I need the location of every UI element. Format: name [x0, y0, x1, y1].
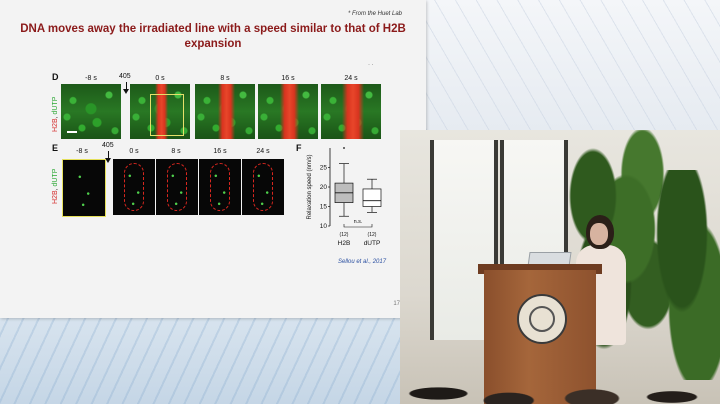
box-plot: 10 15 20 25 Relaxation speed (nm/s) H2B (12) dU… [300, 144, 400, 254]
panel-d-image-4 [258, 84, 318, 139]
background-pattern-right [426, 0, 720, 130]
panel-d-image-2 [130, 84, 190, 139]
slide-title: DNA moves away the irradiated line with … [20, 23, 406, 50]
speaker-video [400, 130, 720, 404]
panel-e-time-5: 24 s [256, 148, 270, 155]
panel-e-image-1 [62, 159, 106, 217]
panel-e-image-4 [199, 159, 241, 215]
panel-e-image-5 [242, 159, 284, 215]
page-number: 17 [393, 301, 400, 307]
significance-bracket [343, 224, 373, 228]
panel-e-channel-label: H2B, dUTP [52, 169, 59, 204]
panel-e-dutp-label: dUTP [52, 168, 59, 187]
citation: Sellou et al., 2017 [338, 259, 387, 265]
panel-e-letter: E [52, 143, 59, 153]
y-tick-label-2: 20 [320, 184, 328, 191]
panel-e-time-2: 0 s [129, 148, 139, 155]
panel-d-time-5: 24 s [344, 75, 358, 82]
panel-e-label-sep: , [52, 186, 59, 191]
panel-d-letter: D [52, 72, 59, 82]
lab-credit: * From the Huet Lab [347, 11, 402, 17]
scale-bar [67, 131, 77, 133]
panel-d-time-4: 16 s [281, 75, 295, 82]
panel-e-image-2 [113, 159, 155, 215]
panel-e-time-4: 16 s [213, 148, 227, 155]
panel-e-image-3 [156, 159, 198, 215]
video-audience [400, 334, 720, 404]
panel-d-image-3 [195, 84, 255, 139]
panel-d-time-1: -8 s [85, 75, 97, 82]
panel-d-image-1 [61, 84, 121, 139]
category-label-0: H2B [338, 240, 351, 247]
panel-e-h2b-label: H2B [52, 190, 59, 204]
panel-d-laser-label: 405 [119, 73, 131, 80]
count-label-0: (12) [340, 232, 349, 238]
panel-e-laser-label: 405 [102, 142, 114, 149]
box-plot-svg: 10 15 20 25 Relaxation speed (nm/s) H2B (12) dU… [307, 147, 382, 247]
significance-label: n.s. [354, 219, 363, 225]
panel-d-time-3: 8 s [220, 75, 230, 82]
panel-d-label-sep: , [52, 114, 59, 119]
presentation-slide: * From the Huet Lab DNA moves away the i… [0, 0, 426, 318]
y-tick-label-1: 15 [320, 204, 328, 211]
y-tick-label-3: 25 [320, 165, 328, 172]
video-podium-top [478, 264, 602, 274]
panel-d-time-2: 0 s [155, 75, 165, 82]
panel-e-time-3: 8 s [171, 148, 181, 155]
y-axis-label: Relaxation speed (nm/s) [307, 154, 313, 219]
panel-d-channel-label: H2B, dUTP [52, 97, 59, 132]
panel-f-letter: F [296, 143, 302, 153]
category-label-1: dUTP [364, 240, 381, 247]
y-tick-label-0: 10 [320, 223, 328, 230]
box-1 [362, 188, 382, 207]
panel-e-time-1: -8 s [76, 148, 88, 155]
count-label-1: (12) [368, 232, 377, 238]
dot-mark: · · [368, 62, 374, 68]
panel-d-h2b-label: H2B [52, 118, 59, 132]
panel-d-laser-arrow [123, 82, 129, 94]
outlier-0 [343, 147, 345, 149]
panel-e-laser-arrow [105, 151, 111, 163]
panel-d-image-5 [321, 84, 381, 139]
panel-d-dutp-label: dUTP [52, 96, 59, 115]
